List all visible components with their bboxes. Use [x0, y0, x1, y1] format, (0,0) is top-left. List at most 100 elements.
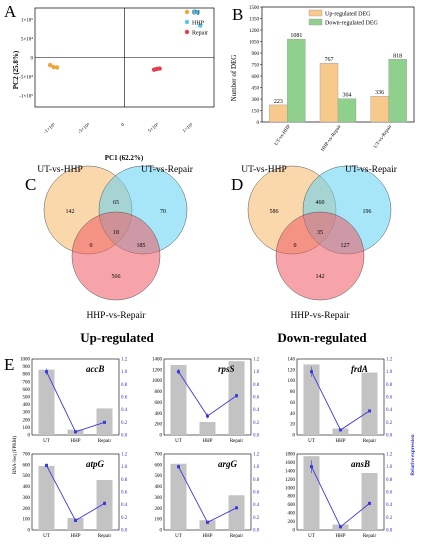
- deg-legend-label: Down-regulated DEG: [325, 21, 378, 27]
- venn-region-count: 142: [316, 274, 325, 280]
- deg-y-tick-label: 1350: [249, 18, 260, 23]
- gene-right-tick-label: 0.6: [386, 491, 393, 496]
- venn-region-count: 18: [113, 230, 119, 236]
- pca-point-hhp: [198, 23, 203, 28]
- gene-left-tick-label: 100: [23, 518, 31, 523]
- gene-relative-expression-point: [103, 420, 106, 424]
- gene-relative-expression-point: [103, 501, 106, 505]
- gene-left-tick-label: 60: [290, 401, 296, 406]
- deg-bar-value-label: 336: [375, 90, 384, 96]
- gene-category-label: HHP: [70, 439, 80, 444]
- venn-set-label: HHP-vs-Repair: [86, 311, 146, 321]
- gene-right-tick-label: 1.2: [121, 453, 128, 458]
- pca-legend-marker: [184, 19, 190, 25]
- gene-right-tick-label: 0.2: [253, 421, 260, 426]
- gene-fpkm-bar: [199, 520, 216, 530]
- deg-y-tick-label: 0: [257, 121, 260, 126]
- deg-bar-up: [370, 96, 389, 123]
- gene-category-label: UT: [308, 439, 315, 444]
- gene-relative-expression-point: [206, 414, 209, 418]
- gene-right-tick-label: 0.8: [386, 383, 393, 388]
- venn-region-count: 566: [112, 274, 121, 280]
- gene-category-label: HHP: [70, 534, 80, 539]
- gene-right-tick-label: 0.4: [121, 408, 128, 413]
- gene-left-tick-label: 200: [155, 423, 163, 428]
- gene-subplot-atpG: 0 100 200 300 400 500 600 700 0.0 0.2 0.4 0.6 0.8 1.0…: [23, 453, 128, 540]
- gene-right-tick-label: 1.2: [121, 358, 128, 363]
- gene-left-tick-label: 700: [155, 453, 163, 458]
- deg-y-tick-label: 1500: [249, 6, 260, 11]
- venn-region-count: 127: [341, 243, 350, 249]
- gene-left-tick-label: 400: [155, 485, 163, 490]
- gene-right-tick-label: 1.0: [253, 370, 260, 375]
- deg-bar-value-label: 304: [343, 93, 352, 99]
- gene-left-tick-label: 300: [23, 496, 31, 501]
- gene-category-label: UT: [43, 534, 50, 539]
- pca-legend-label: Repair: [192, 31, 208, 37]
- gene-name-label: rpsS: [218, 364, 235, 374]
- gene-left-tick-label: 140: [288, 358, 296, 363]
- gene-category-label: UT: [175, 534, 182, 539]
- gene-right-tick-label: 0.8: [253, 478, 260, 483]
- gene-left-tick-label: 0: [160, 434, 163, 439]
- gene-relative-expression-line: [46, 465, 105, 522]
- venn-set-label: HHP-vs-Repair: [290, 311, 350, 321]
- panel-letter-c: C: [25, 175, 36, 194]
- gene-category-label: HHP: [202, 534, 212, 539]
- gene-right-tick-label: 1.0: [386, 370, 393, 375]
- gene-relative-expression-point: [177, 370, 180, 374]
- gene-fpkm-bar: [228, 361, 245, 435]
- deg-legend-swatch: [308, 18, 323, 26]
- pca-x-tick-label: 5×10⁴: [147, 122, 160, 135]
- deg-bar-down: [287, 38, 306, 123]
- deg-y-tick-label: 150: [252, 110, 260, 115]
- venn-circle-hhp-vs-repair: [71, 211, 161, 301]
- gene-category-label: UT: [43, 439, 50, 444]
- deg-bar-down: [337, 98, 357, 123]
- panel-letter-a: A: [4, 2, 17, 21]
- deg-category-label: UT-vs-HHP: [274, 124, 292, 147]
- gene-right-tick-label: 0.0: [386, 434, 393, 439]
- venn-region-count: 185: [137, 243, 146, 249]
- gene-category-label: Repair: [98, 439, 112, 444]
- gene-subplot-frdA: 0 20 40 60 80 100 120 140 0.0 0.2 0.4 0.6 0.8 1.0 1.2 U…: [288, 358, 393, 445]
- gene-subplot-argG: 0 100 200 300 400 500 600 700 0.0 0.2 0.4 0.6 0.8 1.0…: [155, 453, 260, 540]
- gene-expression-panels: 010020030040050060070080090010000.00.20.…: [20, 358, 393, 540]
- gene-fpkm-bar: [303, 364, 320, 435]
- gene-left-tick-label: 500: [23, 396, 31, 401]
- gene-left-tick-label: 300: [23, 411, 31, 416]
- gene-right-tick-label: 1.0: [121, 370, 128, 375]
- gene-relative-expression-point: [368, 409, 371, 413]
- pca-point-hhp: [195, 10, 200, 15]
- gene-right-tick-label: 0.4: [386, 503, 393, 508]
- gene-right-tick-label: 1.0: [386, 465, 393, 470]
- deg-y-tick-label: 450: [252, 87, 260, 92]
- pca-point-ut: [54, 65, 60, 70]
- gene-category-label: Repair: [363, 534, 377, 539]
- venn-diagram-up-regulated: UT-vs-HHP UT-vs-Repair HHP-vs-Repair 142 70 5…: [37, 165, 194, 321]
- gene-left-tick-label: 600: [288, 503, 296, 508]
- gene-left-tick-label: 1600: [285, 461, 296, 466]
- gene-relative-expression-point: [74, 430, 77, 434]
- gene-left-tick-label: 600: [23, 463, 31, 468]
- gene-relative-expression-line: [178, 466, 237, 524]
- gene-left-tick-label: 800: [155, 390, 163, 395]
- deg-y-tick-label: 600: [252, 75, 260, 80]
- gene-left-tick-label: 200: [155, 507, 163, 512]
- gene-relative-expression-point: [368, 501, 371, 505]
- gene-right-tick-label: 0.2: [121, 516, 128, 521]
- gene-right-tick-label: 1.2: [386, 358, 393, 363]
- gene-subplot-ansB: 0 200 400 600 800 1000 1200 1400 1600 1800 0.0 0.2 0…: [285, 453, 393, 540]
- gene-right-tick-label: 0.8: [121, 478, 128, 483]
- gene-category-label: HHP: [335, 439, 345, 444]
- gene-relative-expression-point: [177, 465, 180, 469]
- gene-left-tick-label: 1400: [285, 469, 296, 474]
- gene-fpkm-bar: [228, 495, 245, 530]
- gene-relative-expression-point: [339, 525, 342, 529]
- gene-left-tick-label: 400: [288, 512, 296, 517]
- gene-right-tick-label: 0.2: [253, 516, 260, 521]
- deg-bar-value-label: 818: [393, 53, 402, 59]
- deg-bar-down: [388, 59, 407, 123]
- gene-left-tick-label: 200: [23, 418, 31, 423]
